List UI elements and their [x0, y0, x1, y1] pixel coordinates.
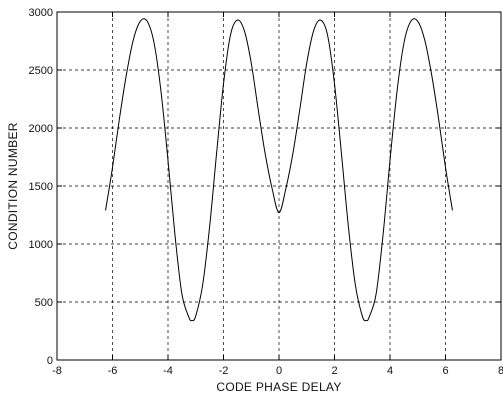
x-tick-label: 2 — [331, 365, 337, 377]
x-tick-label: 0 — [276, 365, 282, 377]
y-tick-label: 3000 — [29, 7, 53, 19]
y-tick-label: 0 — [47, 355, 53, 367]
x-tick-label: -8 — [52, 365, 62, 377]
x-tick-label: 8 — [498, 365, 503, 377]
x-tick-label: -4 — [163, 365, 173, 377]
tick-marks — [56, 11, 502, 361]
x-tick-label: 6 — [442, 365, 448, 377]
y-tick-labels: 0 500 1000 1500 2000 2500 3000 — [29, 7, 53, 367]
x-tick-labels: -8 -6 -4 -2 0 2 4 6 8 — [52, 365, 503, 377]
y-tick-label: 2000 — [29, 123, 53, 135]
y-axis-label: CONDITION NUMBER — [6, 122, 20, 249]
y-tick-label: 1000 — [29, 239, 53, 251]
x-tick-label: 4 — [387, 365, 393, 377]
grid-lines — [57, 12, 501, 360]
x-axis-label: CODE PHASE DELAY — [216, 380, 341, 394]
y-tick-label: 500 — [35, 297, 53, 309]
series-line — [105, 18, 453, 322]
x-tick-label: -6 — [108, 365, 118, 377]
y-tick-label: 1500 — [29, 181, 53, 193]
y-tick-label: 2500 — [29, 65, 53, 77]
x-tick-label: -2 — [219, 365, 229, 377]
